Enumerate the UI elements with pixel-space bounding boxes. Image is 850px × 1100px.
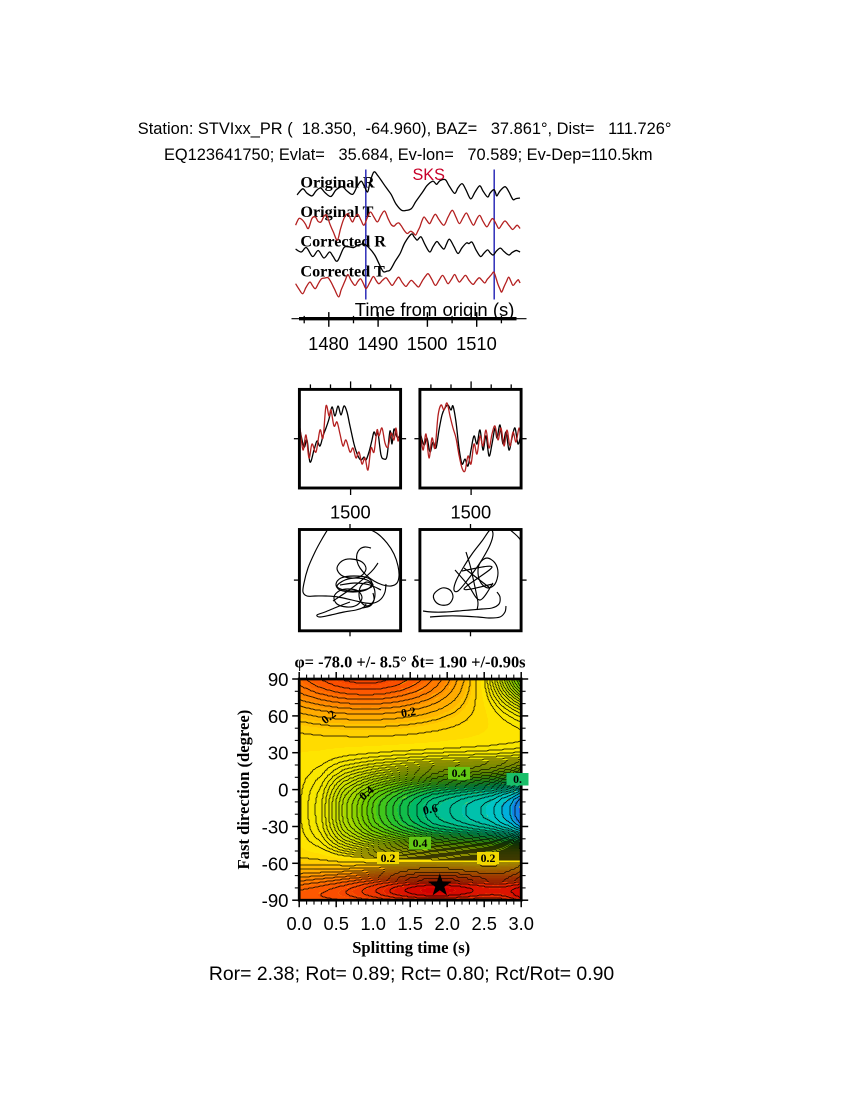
svg-text:Time from origin (s): Time from origin (s) — [355, 299, 515, 320]
svg-text:3.0: 3.0 — [508, 913, 533, 934]
svg-text:0.2: 0.2 — [481, 851, 496, 865]
svg-text:0.4: 0.4 — [452, 766, 467, 780]
svg-text:0.: 0. — [513, 772, 522, 786]
svg-text:1500: 1500 — [330, 502, 371, 523]
svg-text:0: 0 — [278, 780, 288, 801]
svg-text:EQ123641750; Evlat= 35.684,: EQ123641750; Evlat= 35.684, Ev-lon= 70.5… — [164, 146, 653, 164]
svg-text:1500: 1500 — [450, 502, 491, 523]
svg-text:Corrected R: Corrected R — [300, 233, 386, 251]
svg-text:-60: -60 — [262, 853, 289, 874]
svg-text:-30: -30 — [262, 817, 289, 838]
svg-text:1490: 1490 — [357, 333, 398, 354]
svg-text:Corrected T: Corrected T — [300, 262, 385, 280]
svg-text:2.0: 2.0 — [434, 913, 459, 934]
svg-text:1.0: 1.0 — [360, 913, 385, 934]
svg-text:1480: 1480 — [308, 333, 349, 354]
svg-text:Splitting time (s): Splitting time (s) — [352, 938, 470, 957]
svg-text:φ= -78.0 +/- 8.5° δt= 1.90 +/-: φ= -78.0 +/- 8.5° δt= 1.90 +/-0.90s — [294, 653, 525, 672]
svg-text:90: 90 — [268, 669, 289, 690]
svg-text:0.0: 0.0 — [286, 913, 311, 934]
svg-text:60: 60 — [268, 706, 289, 727]
svg-text:Station: STVIxx_PR ( 18.350,: Station: STVIxx_PR ( 18.350, -64.960), B… — [138, 120, 672, 138]
svg-text:1510: 1510 — [456, 333, 497, 354]
svg-text:0.2: 0.2 — [381, 851, 396, 865]
svg-text:-90: -90 — [262, 890, 289, 911]
svg-text:0.5: 0.5 — [323, 913, 348, 934]
svg-text:0.6: 0.6 — [421, 801, 438, 818]
svg-text:1.5: 1.5 — [397, 913, 422, 934]
svg-text:30: 30 — [268, 743, 289, 764]
svg-text:Ror= 2.38; Rot= 0.89; Rct= 0.8: Ror= 2.38; Rot= 0.89; Rct= 0.80; Rct/Rot… — [209, 963, 614, 985]
svg-text:0.4: 0.4 — [413, 836, 428, 850]
svg-text:SKS: SKS — [413, 166, 446, 184]
svg-text:Fast direction (degree): Fast direction (degree) — [234, 710, 253, 870]
svg-text:2.5: 2.5 — [471, 913, 496, 934]
svg-text:1500: 1500 — [407, 333, 448, 354]
svg-text:0.2: 0.2 — [400, 704, 417, 720]
